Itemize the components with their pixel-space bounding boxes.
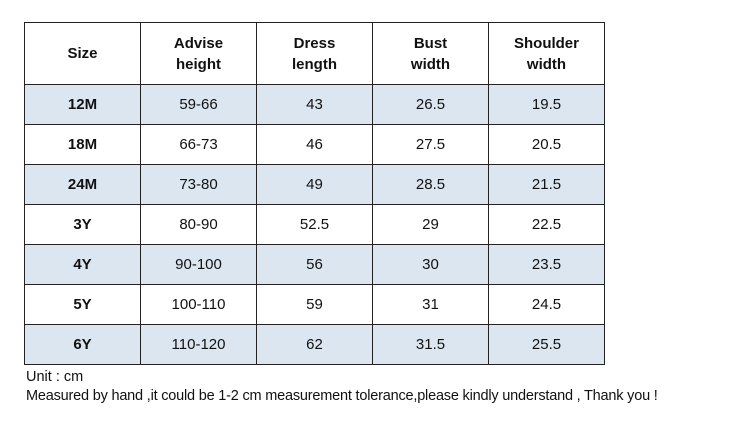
measure-cell: 24.5 <box>488 284 605 325</box>
measure-cell: 80-90 <box>140 204 257 245</box>
table-header: Size Advise height Dress length Bust width S… <box>24 22 605 85</box>
tolerance-note: Measured by hand ,it could be 1-2 cm mea… <box>26 388 658 404</box>
measure-cell: 59 <box>256 284 373 325</box>
measure-cell: 46 <box>256 124 373 165</box>
measure-cell: 100-110 <box>140 284 257 325</box>
measure-cell: 31.5 <box>372 324 489 365</box>
size-table: Size Advise height Dress length Bust width S… <box>24 22 605 365</box>
header-cell: Advise height <box>140 22 257 85</box>
size-cell: 6Y <box>24 324 141 365</box>
size-cell: 12M <box>24 84 141 125</box>
header-cell: Bust width <box>372 22 489 85</box>
measure-cell: 56 <box>256 244 373 285</box>
measure-cell: 62 <box>256 324 373 365</box>
measure-cell: 49 <box>256 164 373 205</box>
table-row: 4Y 90-100 56 30 23.5 <box>24 244 605 285</box>
measure-cell: 27.5 <box>372 124 489 165</box>
measure-cell: 30 <box>372 244 489 285</box>
measure-cell: 73-80 <box>140 164 257 205</box>
table-row: 5Y 100-110 59 31 24.5 <box>24 284 605 325</box>
table-row: 3Y 80-90 52.5 29 22.5 <box>24 204 605 245</box>
table-row: 24M 73-80 49 28.5 21.5 <box>24 164 605 205</box>
size-cell: 24M <box>24 164 141 205</box>
measure-cell: 110-120 <box>140 324 257 365</box>
size-cell: 18M <box>24 124 141 165</box>
measure-cell: 90-100 <box>140 244 257 285</box>
table-row: 6Y 110-120 62 31.5 25.5 <box>24 324 605 365</box>
table-body: 12M 59-66 43 26.5 19.5 18M 66-73 46 27.5 20.5 24M 7… <box>24 84 605 365</box>
header-row: Size Advise height Dress length Bust width S… <box>24 22 605 85</box>
measure-cell: 21.5 <box>488 164 605 205</box>
measure-cell: 31 <box>372 284 489 325</box>
measure-cell: 59-66 <box>140 84 257 125</box>
measure-cell: 20.5 <box>488 124 605 165</box>
unit-note: Unit : cm <box>26 369 84 385</box>
header-cell: Dress length <box>256 22 373 85</box>
header-cell: Size <box>24 22 141 85</box>
measure-cell: 23.5 <box>488 244 605 285</box>
table-row: 12M 59-66 43 26.5 19.5 <box>24 84 605 125</box>
header-cell: Shoulder width <box>488 22 605 85</box>
measure-cell: 26.5 <box>372 84 489 125</box>
measure-cell: 28.5 <box>372 164 489 205</box>
size-cell: 4Y <box>24 244 141 285</box>
size-cell: 3Y <box>24 204 141 245</box>
measure-cell: 25.5 <box>488 324 605 365</box>
measure-cell: 52.5 <box>256 204 373 245</box>
measure-cell: 66-73 <box>140 124 257 165</box>
table-row: 18M 66-73 46 27.5 20.5 <box>24 124 605 165</box>
measure-cell: 19.5 <box>488 84 605 125</box>
measure-cell: 29 <box>372 204 489 245</box>
size-cell: 5Y <box>24 284 141 325</box>
measure-cell: 22.5 <box>488 204 605 245</box>
measure-cell: 43 <box>256 84 373 125</box>
